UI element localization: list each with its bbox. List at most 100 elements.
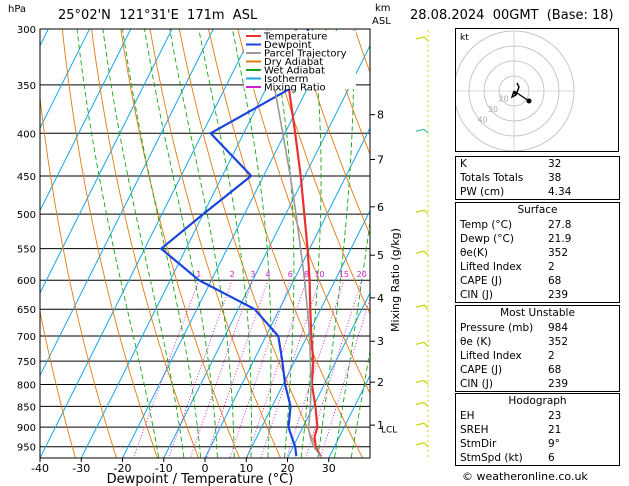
hodograph-stat-label: EH xyxy=(460,410,475,422)
wet-adiabat-line xyxy=(300,29,322,458)
wind-barb xyxy=(415,250,429,256)
wind-barb xyxy=(415,422,429,428)
legend-entry: Dry Adiabat xyxy=(264,57,323,68)
mixing-ratio-label: 25 xyxy=(371,270,381,279)
km-tick-label: 5 xyxy=(377,249,384,262)
x-tick-label: -10 xyxy=(155,462,173,475)
wind-barb xyxy=(415,341,429,347)
dry-adiabat-line xyxy=(91,29,199,458)
dry-adiabat-line xyxy=(178,29,323,458)
mixing-ratio-label: 1 xyxy=(196,270,201,279)
index-row: PW (cm) 4.34 xyxy=(456,185,619,199)
hodograph-stat-label: StmSpd (kt) xyxy=(460,452,523,464)
mixing-ratio-label: 4 xyxy=(266,270,271,279)
most-unstable-label: CIN (J) xyxy=(460,378,493,390)
isotherm-line xyxy=(328,374,370,458)
hodograph-stat-value: 6 xyxy=(548,452,555,464)
dry-adiabat-line xyxy=(120,29,240,458)
mixing-ratio-label: 2 xyxy=(230,270,235,279)
legend-entry: Parcel Trajectory xyxy=(264,49,347,60)
wet-adiabat-line xyxy=(270,29,295,458)
surface-label: CAPE (J) xyxy=(460,275,503,287)
pressure-tick-label: 300 xyxy=(17,25,36,36)
hodograph-ring-label: 20 xyxy=(498,95,508,104)
indices-panel: K 32 Totals Totals 38 PW (cm) 4.34 xyxy=(455,156,620,200)
isotherm-line xyxy=(245,209,370,458)
most-unstable-row: CAPE (J) 68 xyxy=(456,363,619,377)
x-tick-label: -40 xyxy=(31,462,49,475)
x-tick-label: 30 xyxy=(322,462,336,475)
pressure-tick-label: 750 xyxy=(17,357,36,368)
x-tick-label: 20 xyxy=(281,462,295,475)
isotherm-line xyxy=(369,456,370,458)
wet-adiabat-line xyxy=(169,29,235,458)
most-unstable-row: θe (K) 352 xyxy=(456,335,619,349)
surface-value: 352 xyxy=(548,247,569,259)
hodograph-table-title: Hodograph xyxy=(508,395,567,407)
isotherm-line xyxy=(40,29,90,130)
mixing-ratio-label: 6 xyxy=(288,270,293,279)
km-tick-label: LCL xyxy=(381,425,397,435)
height-unit-km: km xyxy=(375,3,391,14)
wet-adiabat-line xyxy=(317,29,355,458)
legend-background xyxy=(244,31,356,89)
most-unstable-value: 984 xyxy=(548,322,569,334)
dewpoint-profile xyxy=(159,29,310,457)
surface-row: θe(K) 352 xyxy=(456,246,619,260)
index-label: Totals Totals xyxy=(460,172,524,184)
km-tick-label: 2 xyxy=(377,376,384,389)
surface-value: 239 xyxy=(548,289,569,301)
most-unstable-label: Lifted Index xyxy=(460,350,522,362)
dry-adiabat-line xyxy=(61,29,158,458)
surface-title: Surface xyxy=(517,204,558,216)
dry-adiabat-line xyxy=(354,29,370,74)
pressure-tick-label: 650 xyxy=(17,305,36,316)
most-unstable-row: Lifted Index 2 xyxy=(456,349,619,363)
dry-adiabat-line xyxy=(208,29,364,458)
most-unstable-label: Pressure (mb) xyxy=(460,322,534,334)
wet-adiabat-line xyxy=(144,29,218,458)
wet-adiabat-line xyxy=(198,29,252,458)
surface-row: Lifted Index 2 xyxy=(456,260,619,274)
temperature-profile xyxy=(283,63,322,457)
isotherm-line xyxy=(411,29,450,458)
surface-value: 21.9 xyxy=(548,233,572,245)
mixing-ratio-line xyxy=(246,280,308,458)
dry-adiabat-line xyxy=(237,29,370,395)
x-tick-label: -30 xyxy=(72,462,90,475)
surface-value: 2 xyxy=(548,261,555,273)
index-value: 38 xyxy=(548,172,562,184)
hodograph-ring-label: 30 xyxy=(488,105,498,114)
wind-barb xyxy=(415,442,429,448)
hodograph-panel: kt 40 30 20 xyxy=(455,28,619,152)
hodograph-stat-row: StmDir 9° xyxy=(456,437,619,451)
mixing-ratio-line xyxy=(132,280,200,458)
surface-row: Dewp (°C) 21.9 xyxy=(456,232,619,246)
pressure-unit-label: hPa xyxy=(8,4,27,15)
copyright: © weatheronline.co.uk xyxy=(462,470,588,483)
surface-panel: Surface Temp (°C) 27.8 Dewp (°C) 21.9 θe(K) 3… xyxy=(455,202,620,303)
hodograph-stat-value: 9° xyxy=(548,438,560,450)
wind-barb xyxy=(415,209,429,215)
wind-barb xyxy=(415,401,429,407)
x-axis-title: Dewpoint / Temperature (°C) xyxy=(107,472,294,486)
hodograph-ring-label: 40 xyxy=(477,116,487,125)
surface-row: CIN (J) 239 xyxy=(456,288,619,302)
most-unstable-value: 2 xyxy=(548,350,555,362)
wet-adiabat-line xyxy=(231,29,272,458)
most-unstable-title: Most Unstable xyxy=(500,307,575,319)
skew-t-chart: 1 2 3 4 6 8 10 15 20 25 3003504004505005506006507… xyxy=(17,25,450,486)
wet-adiabat-line xyxy=(122,29,202,458)
surface-label: Lifted Index xyxy=(460,261,522,273)
hodograph-table-panel: Hodograph EH 23 SREH 21 StmDir 9° StmSpd (kt) 6 xyxy=(455,393,620,466)
isotherm-line xyxy=(80,29,297,458)
hodograph-trace xyxy=(510,82,520,99)
pressure-tick-label: 450 xyxy=(17,172,36,183)
mixing-ratio-label: 20 xyxy=(357,270,367,279)
pressure-tick-label: 550 xyxy=(17,245,36,256)
most-unstable-label: CAPE (J) xyxy=(460,364,503,376)
wet-adiabat-line xyxy=(350,349,370,458)
storm-motion-marker xyxy=(526,98,532,104)
dry-adiabat-line xyxy=(40,94,117,458)
